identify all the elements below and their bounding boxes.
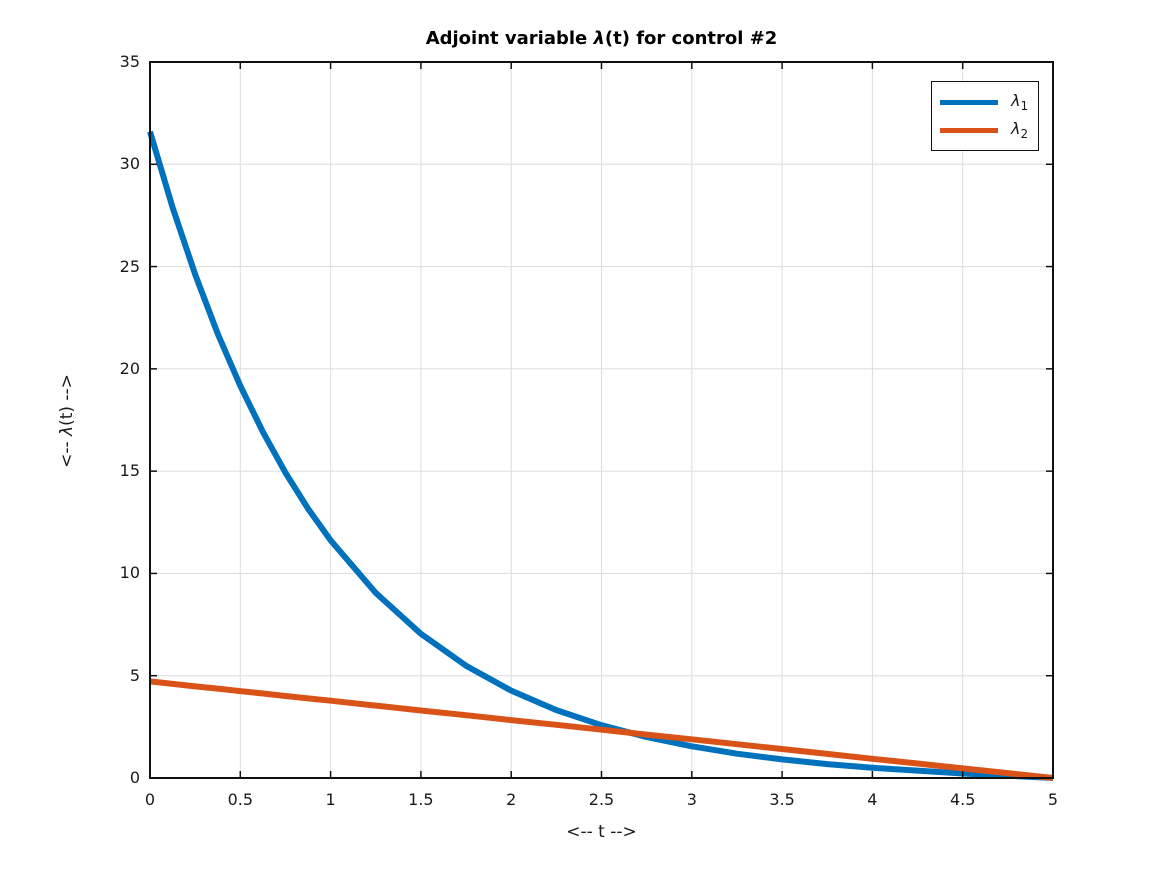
legend-label-lambda1-base: λ xyxy=(1011,90,1021,110)
x-tick-label: 0.5 xyxy=(227,790,254,809)
legend-line-lambda1-icon xyxy=(940,99,998,105)
chart-title-suffix: (t) for control #2 xyxy=(604,28,778,49)
y-tick-label: 5 xyxy=(129,665,140,685)
y-tick-label: 30 xyxy=(119,154,140,174)
x-axis-label: <-- t --> xyxy=(566,822,637,842)
legend-label-lambda1-sub: 1 xyxy=(1020,98,1029,113)
y-axis-label: <-- λ(t) --> xyxy=(57,316,79,526)
x-tick-label: 5 xyxy=(1047,790,1059,809)
series-lambda_1-line xyxy=(147,130,1054,781)
legend-label-lambda1: λ1 xyxy=(1011,90,1029,113)
x-tick-label: 3 xyxy=(686,790,697,809)
y-axis-label-lambda: λ xyxy=(57,425,77,436)
chart-title-lambda: λ xyxy=(593,28,605,49)
legend-label-lambda2-base: λ xyxy=(1011,118,1021,138)
y-axis-label-prefix: <-- xyxy=(57,436,77,468)
x-tick-label: 1.5 xyxy=(408,790,434,809)
legend[interactable]: λ1 λ2 xyxy=(931,81,1039,151)
y-tick-label: 35 xyxy=(119,52,140,71)
y-tick-label: 0 xyxy=(129,768,140,787)
x-tick-label: 2 xyxy=(506,790,517,809)
legend-label-lambda2-sub: 2 xyxy=(1020,126,1029,141)
x-tick-label: 2.5 xyxy=(588,790,615,809)
x-tick-label: 3.5 xyxy=(769,790,795,809)
y-tick-label: 25 xyxy=(119,256,140,276)
legend-item-lambda1[interactable]: λ1 xyxy=(940,90,1030,113)
y-axis-label-suffix: (t) --> xyxy=(57,374,77,426)
legend-label-lambda2: λ2 xyxy=(1011,118,1029,141)
x-tick-label: 4.5 xyxy=(949,790,976,809)
y-tick-label: 15 xyxy=(119,461,140,481)
x-tick-label: 1 xyxy=(325,790,336,809)
legend-line-lambda2-icon xyxy=(940,127,998,133)
x-tick-label: 4 xyxy=(867,790,878,809)
x-tick-label: 0 xyxy=(144,790,156,809)
chart-title: Adjoint variable λ(t) for control #2 xyxy=(150,28,1053,49)
axes-box xyxy=(149,61,1054,779)
chart-title-prefix: Adjoint variable xyxy=(425,28,594,49)
legend-item-lambda2[interactable]: λ2 xyxy=(940,118,1030,141)
y-tick-label: 20 xyxy=(119,358,140,378)
y-tick-label: 10 xyxy=(119,563,140,583)
series-lambda_2-line xyxy=(149,678,1054,781)
